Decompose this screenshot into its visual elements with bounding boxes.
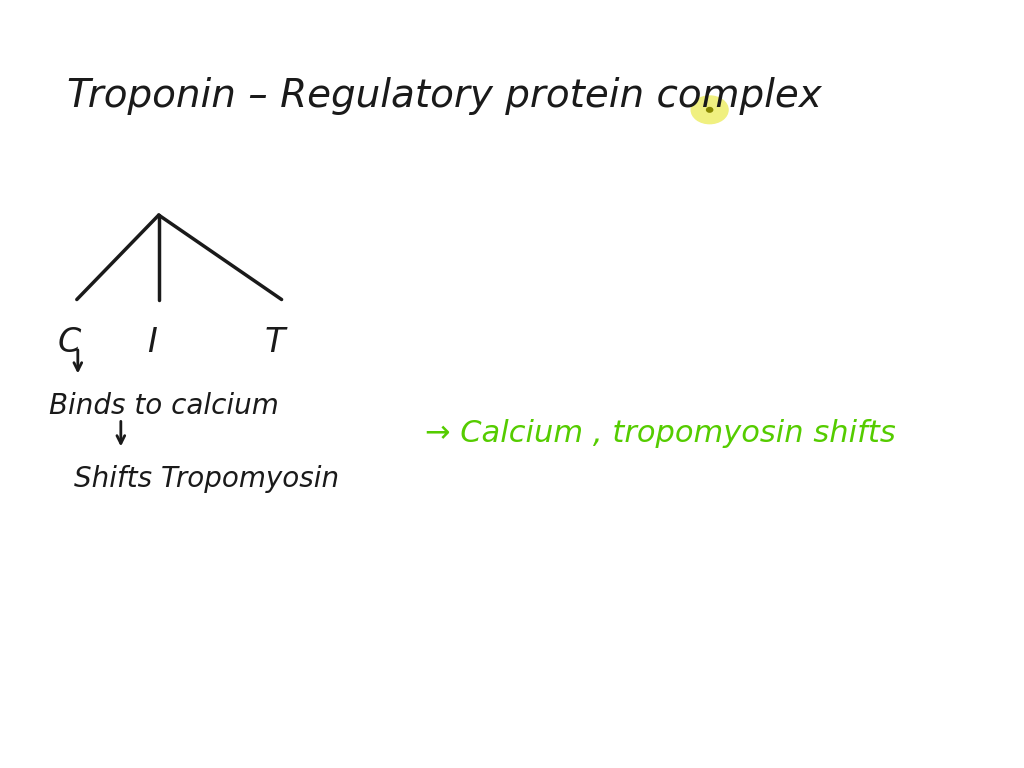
Text: I: I bbox=[146, 326, 157, 359]
Circle shape bbox=[707, 108, 713, 112]
Circle shape bbox=[691, 96, 728, 124]
Text: C: C bbox=[58, 326, 81, 359]
Text: Binds to calcium: Binds to calcium bbox=[49, 392, 279, 419]
Text: T: T bbox=[264, 326, 285, 359]
Text: → Calcium , tropomyosin shifts: → Calcium , tropomyosin shifts bbox=[425, 419, 896, 449]
Text: Shifts Tropomyosin: Shifts Tropomyosin bbox=[74, 465, 339, 492]
Text: Troponin – Regulatory protein complex: Troponin – Regulatory protein complex bbox=[67, 77, 821, 115]
